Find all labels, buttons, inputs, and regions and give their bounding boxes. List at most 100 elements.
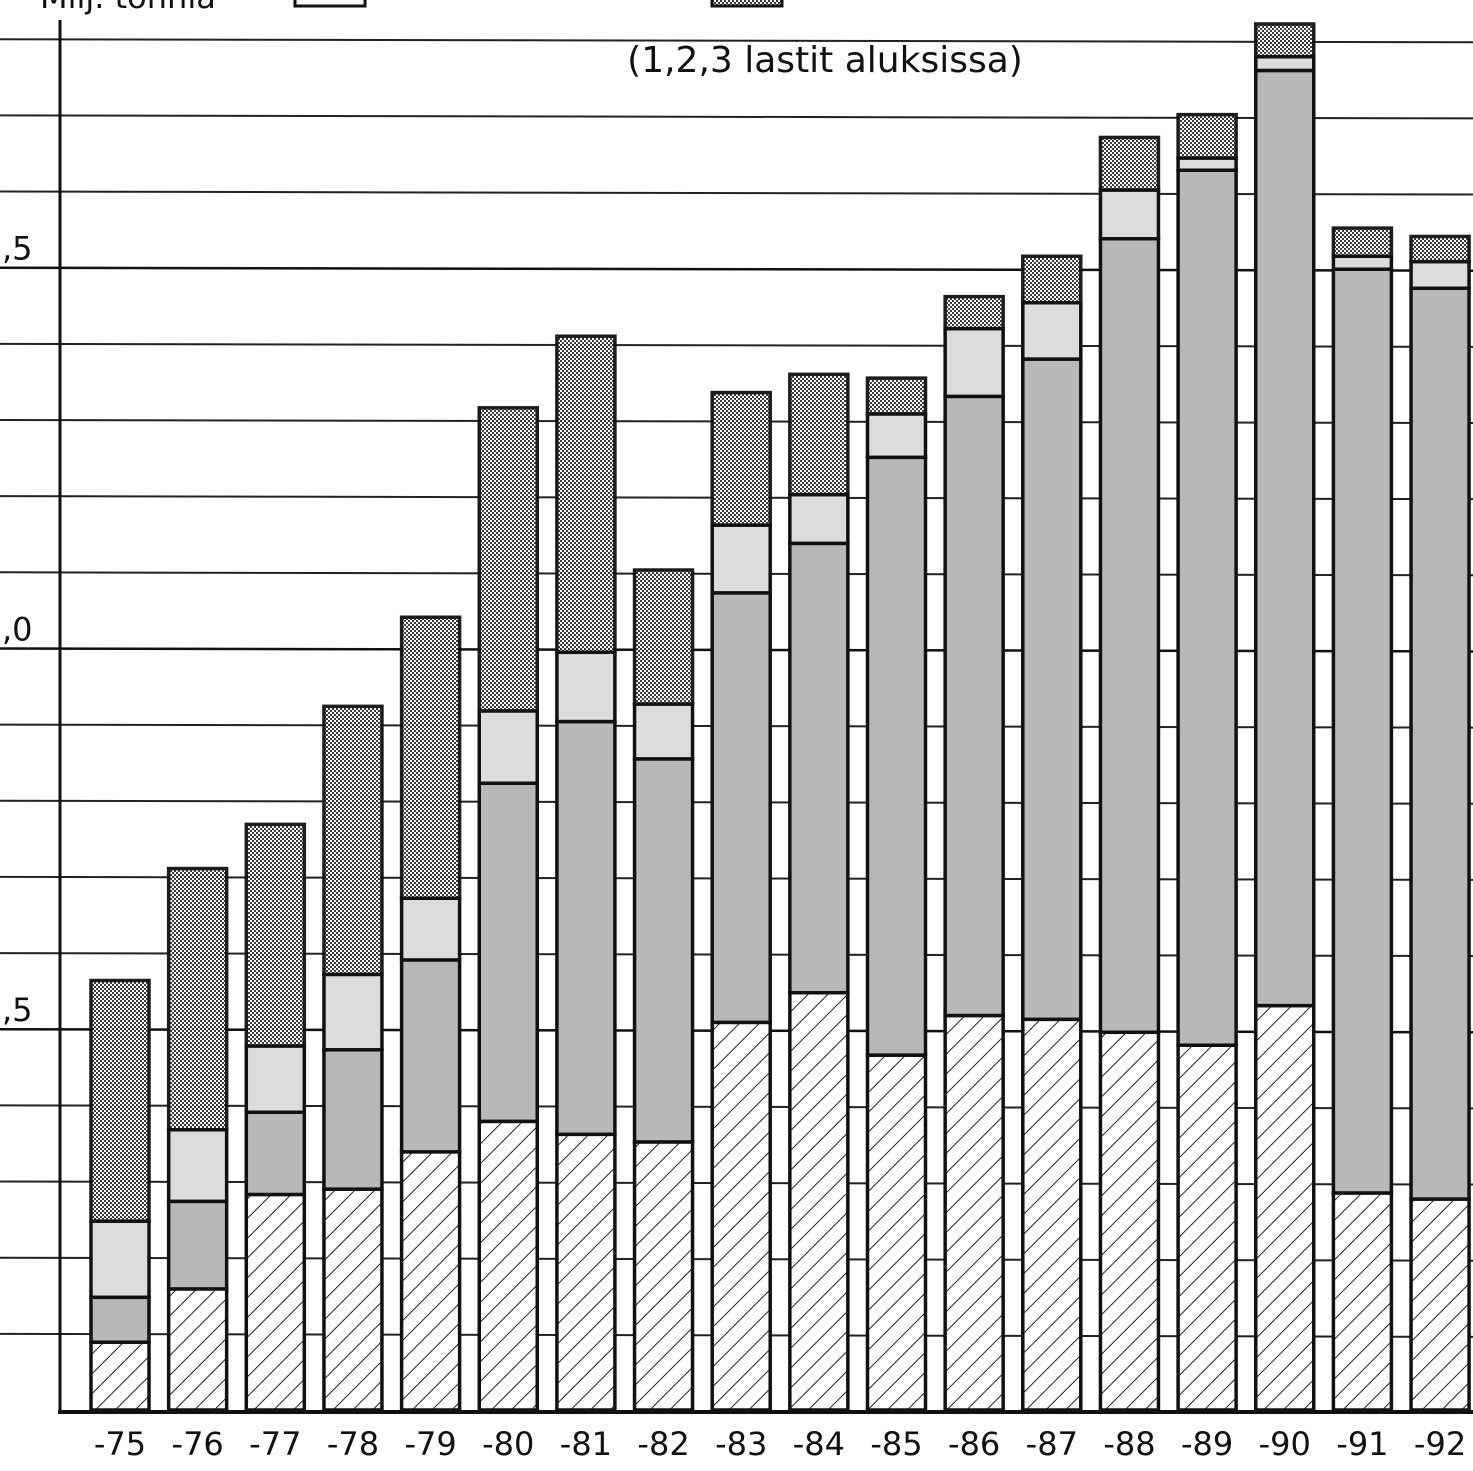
bar-segment xyxy=(943,294,1005,331)
bar-segment xyxy=(1176,1043,1238,1412)
bar-segment xyxy=(244,1044,307,1114)
bar-segment xyxy=(710,390,772,527)
bar-segment xyxy=(555,719,617,1137)
bar-segment xyxy=(1176,112,1238,160)
x-tick-label: -90 xyxy=(1259,1425,1311,1463)
bar-segment xyxy=(865,376,928,416)
bar-segment xyxy=(1021,300,1083,361)
bar-segment xyxy=(477,781,539,1124)
bar-segment xyxy=(865,455,928,1057)
bar-segment xyxy=(943,394,1005,1018)
y-tick-label: ,5 xyxy=(2,230,33,268)
bar-segment xyxy=(1409,286,1471,1201)
bar-segment xyxy=(89,978,151,1223)
bar-segment xyxy=(244,1110,307,1197)
x-tick-label: -88 xyxy=(1103,1425,1155,1463)
bar-segment xyxy=(555,650,617,724)
x-tick-label: -87 xyxy=(1026,1425,1078,1463)
bar-segment xyxy=(710,1020,772,1412)
bar-segment xyxy=(322,1187,384,1412)
bar-segment xyxy=(1331,267,1394,1195)
bar-segment xyxy=(632,1140,695,1412)
bar-segment xyxy=(89,1295,151,1344)
bar-segment xyxy=(89,1219,151,1300)
bar-segment xyxy=(1254,68,1316,1008)
bar-segment xyxy=(244,1192,307,1412)
bar-segment xyxy=(1254,54,1316,73)
minor-grid-line xyxy=(0,342,1473,348)
legend-box xyxy=(293,0,367,8)
bar-segment xyxy=(1021,254,1083,305)
bar-segment xyxy=(1176,168,1238,1047)
bar-segment xyxy=(399,615,462,900)
minor-grid-line xyxy=(0,190,1473,196)
bar-segment xyxy=(1331,226,1394,259)
bar-segment xyxy=(632,702,695,761)
x-tick-label: -84 xyxy=(793,1425,845,1463)
annotation: (1,2,3 lastit aluksissa) xyxy=(627,40,1023,81)
bar-segment xyxy=(1409,234,1471,264)
bar-segment xyxy=(1409,259,1471,291)
bar-segment xyxy=(477,406,539,713)
x-tick-label: -83 xyxy=(715,1425,767,1463)
bar-segment xyxy=(1331,1191,1394,1412)
bar-segment xyxy=(1098,188,1161,241)
legend-box xyxy=(710,0,784,8)
bar-segment xyxy=(943,326,1005,399)
bar-segment xyxy=(1098,135,1161,192)
bar-segment xyxy=(1098,237,1161,1035)
bar-segment xyxy=(166,1199,229,1291)
x-tick-label: -81 xyxy=(560,1425,612,1463)
bar-segment xyxy=(166,866,229,1132)
minor-grid-line xyxy=(0,38,1473,44)
bar-segment xyxy=(555,334,617,655)
bar-segment xyxy=(322,972,384,1052)
bar-segment xyxy=(788,541,850,995)
bar-segment xyxy=(632,757,695,1144)
bar-segment xyxy=(399,896,462,962)
bar-segment xyxy=(1021,357,1083,1022)
bar-segment xyxy=(788,990,850,1412)
x-tick-label: -77 xyxy=(249,1425,301,1463)
x-tick-label: -78 xyxy=(327,1425,379,1463)
bar-segment xyxy=(865,412,928,460)
x-tick-label: -91 xyxy=(1336,1425,1388,1463)
bar-segment xyxy=(1098,1030,1161,1412)
bar-segment xyxy=(788,492,850,546)
x-tick-label: -92 xyxy=(1414,1425,1466,1463)
bar-segment xyxy=(477,1119,539,1412)
bar-segment xyxy=(710,523,772,595)
bar-segment xyxy=(865,1053,928,1412)
y-tick-label: ,0 xyxy=(2,610,33,648)
bar-segment xyxy=(322,1048,384,1191)
bar-segment xyxy=(943,1013,1005,1412)
x-tick-label: -86 xyxy=(948,1425,1000,1463)
x-tick-label: -80 xyxy=(482,1425,534,1463)
bar-segment xyxy=(710,591,772,1025)
bar-segment xyxy=(632,568,695,706)
bar-segment xyxy=(1176,156,1238,172)
x-tick-label: -89 xyxy=(1181,1425,1233,1463)
bar-segment xyxy=(1021,1017,1083,1412)
x-tick-label: -85 xyxy=(870,1425,922,1463)
y-tick-label: ,5 xyxy=(2,991,33,1029)
bar-segment xyxy=(1254,22,1316,59)
bar-segment xyxy=(1254,1003,1316,1412)
bar-segment xyxy=(1409,1197,1471,1412)
bar-segment xyxy=(788,372,850,497)
bars xyxy=(89,22,1471,1412)
bar-segment xyxy=(244,822,307,1048)
bar-segment xyxy=(555,1132,617,1412)
bar-segment xyxy=(399,1150,462,1412)
x-tick-label: -79 xyxy=(404,1425,456,1463)
bar-segment xyxy=(166,1128,229,1204)
x-tick-label: -75 xyxy=(94,1425,146,1463)
bar-segment xyxy=(322,704,384,977)
minor-grid-line xyxy=(0,114,1473,120)
bar-segment xyxy=(1331,254,1394,271)
x-tick-label: -76 xyxy=(172,1425,224,1463)
bar-segment xyxy=(166,1287,229,1412)
bar-segment xyxy=(477,709,539,786)
bar-segment xyxy=(89,1340,151,1412)
